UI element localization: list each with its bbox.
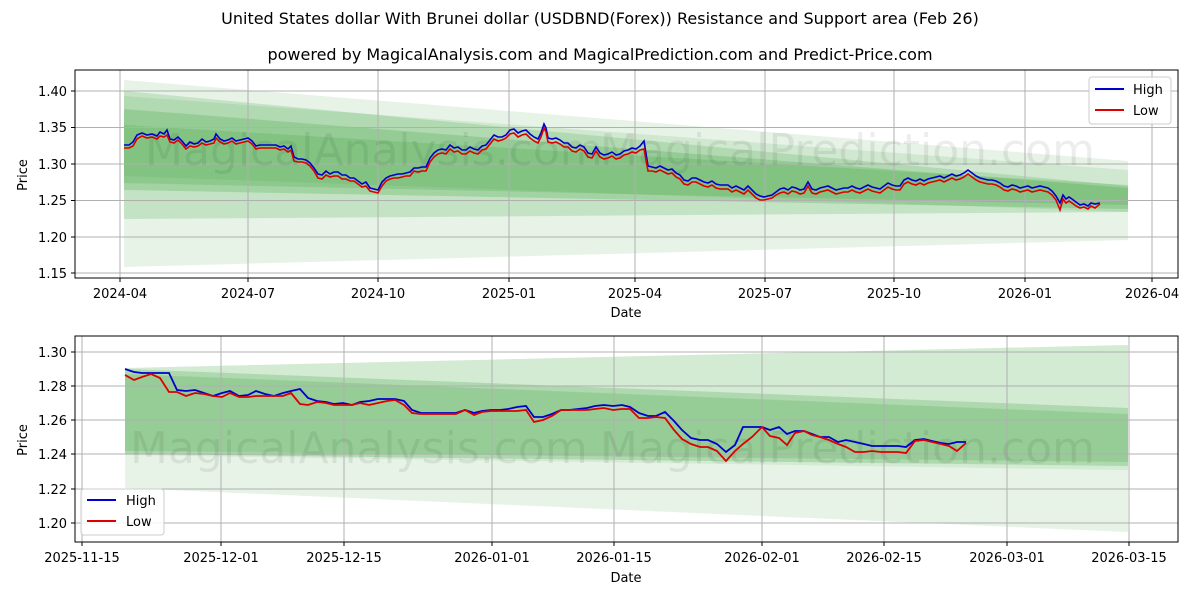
watermark-analysis: MagicalAnalysis.com bbox=[145, 125, 603, 176]
svg-text:1.30: 1.30 bbox=[38, 346, 67, 361]
bottom-x-tick-labels: 2025-11-15 2025-12-01 2025-12-15 2026-01… bbox=[44, 551, 1167, 566]
chart-subtitle: powered by MagicalAnalysis.com and Magic… bbox=[267, 45, 933, 64]
svg-text:1.25: 1.25 bbox=[38, 194, 67, 209]
top-y-tick-labels: 1.40 1.35 1.30 1.25 1.20 1.15 bbox=[38, 85, 67, 282]
bottom-y-tick-labels: 1.30 1.28 1.26 1.24 1.22 1.20 bbox=[38, 346, 67, 532]
top-chart: MagicalAnalysis.com MagicalPrediction.co… bbox=[16, 69, 1179, 321]
legend-low-label: Low bbox=[1133, 104, 1159, 119]
chart-title: United States dollar With Brunei dollar … bbox=[221, 9, 979, 28]
top-low-line bbox=[124, 125, 1101, 213]
svg-text:2025-07: 2025-07 bbox=[738, 287, 792, 302]
bottom-x-axis-label: Date bbox=[610, 571, 641, 586]
svg-text:1.20: 1.20 bbox=[38, 517, 67, 532]
svg-text:1.30: 1.30 bbox=[38, 158, 67, 173]
svg-text:1.20: 1.20 bbox=[38, 231, 67, 246]
bottom-grid bbox=[75, 336, 1178, 542]
svg-text:2025-12-01: 2025-12-01 bbox=[183, 551, 259, 566]
svg-text:2025-04: 2025-04 bbox=[608, 287, 662, 302]
svg-text:2026-04: 2026-04 bbox=[1125, 287, 1179, 302]
top-y-axis-label: Price bbox=[16, 159, 31, 191]
svg-text:2025-11-15: 2025-11-15 bbox=[44, 551, 120, 566]
bottom-low-line bbox=[124, 373, 967, 463]
svg-text:1.22: 1.22 bbox=[38, 483, 67, 498]
svg-text:2025-01: 2025-01 bbox=[482, 287, 536, 302]
bottom-high-line bbox=[124, 368, 966, 454]
svg-text:2025-10: 2025-10 bbox=[867, 287, 921, 302]
top-x-ticks bbox=[119, 278, 1153, 282]
top-y-ticks bbox=[71, 90, 75, 274]
svg-text:2025-12-15: 2025-12-15 bbox=[306, 551, 382, 566]
svg-text:2026-03-15: 2026-03-15 bbox=[1091, 551, 1167, 566]
bottom-chart: MagicalAnalysis.com MagicalPrediction.co… bbox=[16, 335, 1179, 586]
svg-text:2026-02-01: 2026-02-01 bbox=[724, 551, 800, 566]
top-support-resistance-bands bbox=[124, 80, 1128, 267]
svg-text:1.35: 1.35 bbox=[38, 121, 67, 136]
svg-text:2026-03-01: 2026-03-01 bbox=[969, 551, 1045, 566]
svg-text:2024-04: 2024-04 bbox=[93, 287, 147, 302]
top-x-tick-labels: 2024-04 2024-07 2024-10 2025-01 2025-04 … bbox=[93, 287, 1179, 302]
top-x-axis-label: Date bbox=[610, 306, 641, 321]
bottom-support-resistance-bands bbox=[125, 345, 1128, 532]
bottom-y-axis-label: Price bbox=[16, 424, 31, 456]
svg-text:2024-07: 2024-07 bbox=[221, 287, 275, 302]
legend-high-label: High bbox=[1133, 83, 1163, 98]
svg-text:1.28: 1.28 bbox=[38, 380, 67, 395]
svg-text:2026-01-01: 2026-01-01 bbox=[454, 551, 530, 566]
watermark-prediction: MagicalPrediction.com bbox=[600, 125, 1095, 176]
top-legend: High Low bbox=[1088, 76, 1172, 125]
svg-text:1.24: 1.24 bbox=[38, 448, 67, 463]
top-high-line bbox=[124, 121, 1101, 207]
svg-text:1.15: 1.15 bbox=[38, 267, 67, 282]
bottom-axes-frame bbox=[74, 335, 1179, 543]
legend-high-label-2: High bbox=[126, 494, 156, 509]
svg-text:2026-02-15: 2026-02-15 bbox=[846, 551, 922, 566]
top-axes-frame bbox=[74, 69, 1179, 279]
svg-text:2024-10: 2024-10 bbox=[351, 287, 405, 302]
svg-text:2026-01-15: 2026-01-15 bbox=[576, 551, 652, 566]
svg-text:2026-01: 2026-01 bbox=[998, 287, 1052, 302]
legend-low-label-2: Low bbox=[126, 515, 152, 530]
svg-text:1.40: 1.40 bbox=[38, 85, 67, 100]
bottom-y-ticks bbox=[71, 351, 75, 524]
bottom-x-ticks bbox=[81, 542, 1130, 546]
bottom-legend: High Low bbox=[80, 488, 165, 536]
top-grid bbox=[75, 70, 1178, 278]
svg-text:1.26: 1.26 bbox=[38, 414, 67, 429]
watermark-analysis-2: MagicalAnalysis.com bbox=[130, 423, 588, 474]
